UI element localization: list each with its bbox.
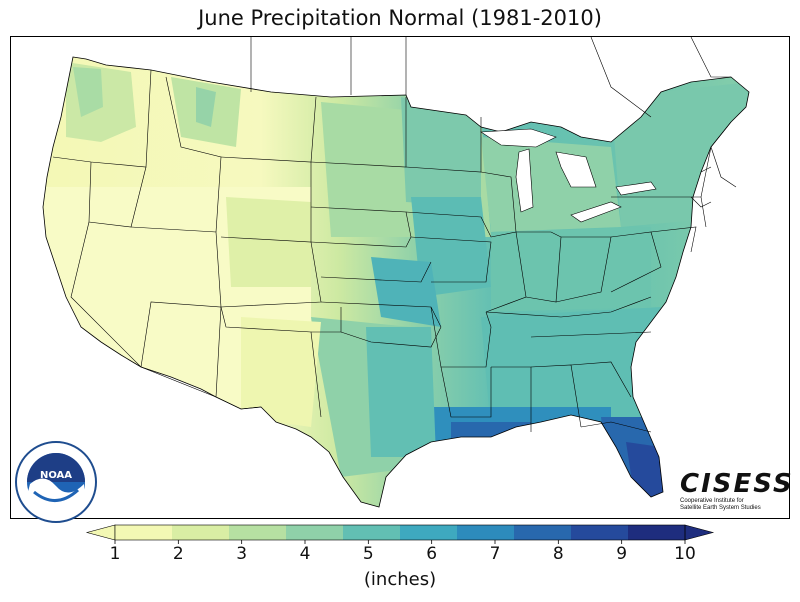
lake-erie (570, 201, 622, 223)
map-title: June Precipitation Normal (1981-2010) (198, 6, 602, 30)
precipitation-map (10, 36, 790, 519)
colorbar (85, 524, 715, 544)
us-map-svg (42, 37, 750, 508)
colorbar-segment (115, 525, 173, 540)
colorbar-tick-label: 3 (236, 544, 248, 564)
colorbar-tick-label: 5 (362, 544, 374, 564)
cisess-name: CISESS (680, 469, 794, 499)
colorbar-segment (571, 525, 629, 540)
colorbar-tick-label: 2 (172, 544, 184, 564)
ohio-valley-zone (491, 227, 651, 312)
east-texas-zone (366, 327, 436, 457)
colorado-zone (226, 197, 311, 287)
international-context (140, 37, 731, 410)
southeast-zone (481, 307, 661, 432)
lake-michigan (515, 148, 534, 213)
colorbar-tick-label: 4 (299, 544, 311, 564)
noaa-emblem-icon: NOAA (15, 441, 97, 523)
colorbar-tick-label: 8 (552, 544, 564, 564)
colorbar-extend-high (684, 524, 715, 541)
cisess-sub-1: Cooperative Institute for (680, 498, 744, 504)
colorbar-unit-label: (inches) (363, 569, 437, 590)
colorbar-tick-label: 1 (109, 544, 121, 564)
great-lakes (480, 128, 657, 223)
lake-ontario (615, 181, 657, 196)
colorbar-tick-label: 6 (426, 544, 438, 564)
noaa-logo: NOAA (14, 440, 98, 524)
colorbar-segment (343, 525, 401, 540)
colorbar-tick-label: 9 (616, 544, 628, 564)
noaa-logo-text: NOAA (40, 470, 72, 481)
colorbar-segment (457, 525, 515, 540)
colorbar-tick-label: 7 (489, 544, 501, 564)
lake-superior (480, 128, 557, 148)
colorbar-segment (229, 525, 287, 540)
rockies-wet-zone (196, 87, 216, 127)
cisess-logo: CISESS Cooperative Institute for Satelli… (680, 469, 794, 512)
colorbar-segment (514, 525, 572, 540)
colorbar-segment (400, 525, 458, 540)
kansas-missouri-zone (371, 257, 441, 327)
olympic-zone (73, 67, 103, 117)
cisess-sub-2: Satellite Earth System Studies (680, 505, 761, 511)
colorbar-segments (85, 524, 715, 544)
colorbar-tick-label: 10 (674, 544, 696, 564)
lake-huron (555, 151, 597, 188)
colorbar-segment (172, 525, 230, 540)
colorbar-extend-low (85, 524, 116, 541)
minnesota-zone (401, 97, 481, 207)
state-borders (52, 69, 737, 433)
colorbar-frame (114, 524, 686, 541)
colorbar-segment (628, 525, 686, 540)
new-mexico-zone (241, 317, 321, 427)
colorbar-segment (286, 525, 344, 540)
